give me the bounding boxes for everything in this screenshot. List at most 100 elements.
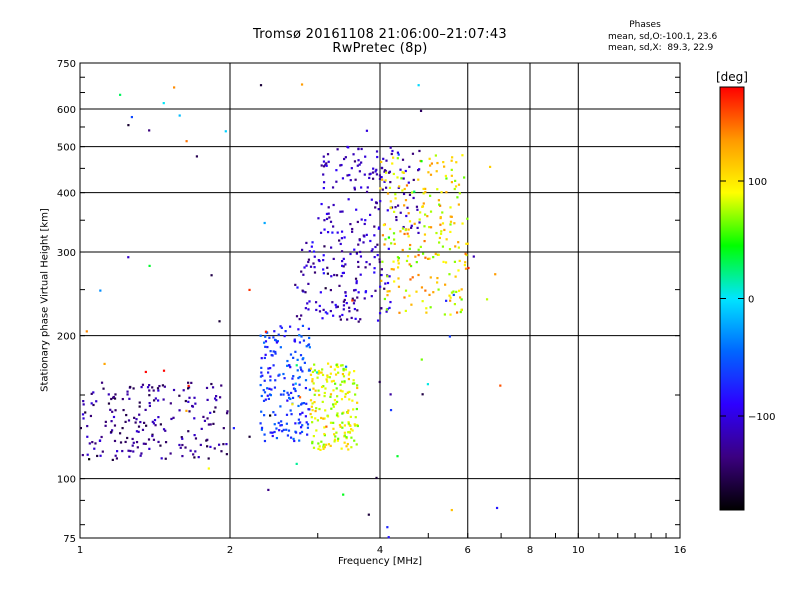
echo-point xyxy=(325,378,328,381)
echo-point xyxy=(311,402,314,405)
echo-point xyxy=(225,412,229,415)
echo-point xyxy=(317,258,320,262)
echo-point xyxy=(316,376,319,379)
echo-point xyxy=(348,398,351,401)
echo-point xyxy=(162,369,166,372)
echo-point xyxy=(424,213,427,216)
echo-point xyxy=(342,265,345,268)
echo-point xyxy=(318,371,321,374)
echo-point xyxy=(273,423,276,426)
echo-point xyxy=(327,206,330,209)
echo-point xyxy=(405,259,409,263)
echo-point xyxy=(311,370,315,374)
echo-point xyxy=(455,290,458,293)
y-tick-label: 200 xyxy=(57,332,76,343)
echo-point xyxy=(323,228,326,231)
echo-point xyxy=(261,374,264,377)
echo-point xyxy=(152,399,156,402)
echo-point xyxy=(411,191,414,194)
echo-point xyxy=(373,255,376,259)
echo-point xyxy=(162,398,165,401)
echo-point xyxy=(412,196,415,200)
echo-point xyxy=(347,146,350,149)
echo-point xyxy=(279,346,282,349)
echo-point xyxy=(248,288,251,292)
echo-point xyxy=(336,439,340,442)
echo-point xyxy=(337,437,340,440)
echo-point xyxy=(270,354,273,357)
echo-point xyxy=(430,162,434,165)
echo-point xyxy=(403,232,406,236)
echo-point xyxy=(184,446,187,449)
echo-point xyxy=(281,430,284,433)
echo-point xyxy=(139,454,142,457)
echo-point xyxy=(297,404,300,408)
echo-point xyxy=(401,248,404,252)
echo-point xyxy=(121,427,124,430)
echo-point xyxy=(290,413,293,416)
echo-point xyxy=(312,446,316,449)
echo-point xyxy=(402,225,405,229)
echo-point xyxy=(396,176,399,179)
echo-point xyxy=(363,222,366,226)
echo-point xyxy=(428,226,431,229)
echo-point xyxy=(141,383,145,386)
echo-point xyxy=(370,249,373,253)
echo-point xyxy=(307,308,310,311)
echo-point xyxy=(449,230,452,234)
echo-point xyxy=(357,265,360,268)
echo-point xyxy=(151,420,154,423)
echo-point xyxy=(352,289,356,292)
echo-point xyxy=(278,429,281,432)
echo-point xyxy=(272,364,275,367)
echo-point xyxy=(127,256,130,259)
phase-stats-o: mean, sd,O:-100.1, 23.6 xyxy=(608,32,718,42)
echo-point xyxy=(322,258,325,262)
echo-point xyxy=(408,247,411,250)
colorbar-tick-label: 0 xyxy=(748,295,754,306)
echo-point xyxy=(300,83,304,86)
echo-point xyxy=(269,350,272,353)
echo-point xyxy=(322,443,325,446)
echo-point xyxy=(397,262,400,265)
echo-point xyxy=(339,364,343,367)
echo-point xyxy=(457,289,461,292)
echo-point xyxy=(272,336,275,339)
echo-point xyxy=(347,377,351,381)
echo-point xyxy=(135,430,139,433)
echo-point xyxy=(323,394,326,398)
echo-point xyxy=(185,140,188,143)
echo-point xyxy=(148,129,151,132)
echo-point xyxy=(162,428,166,431)
echo-point xyxy=(424,289,427,292)
echo-point xyxy=(289,353,293,356)
echo-point xyxy=(305,421,308,424)
echo-point xyxy=(357,291,360,294)
echo-point xyxy=(420,160,423,163)
echo-point xyxy=(194,402,197,405)
echo-point xyxy=(353,423,356,426)
echo-point xyxy=(314,389,317,392)
echo-point xyxy=(319,291,322,294)
echo-point xyxy=(409,264,413,268)
echo-point xyxy=(114,454,117,457)
echo-point xyxy=(311,440,314,444)
echo-point xyxy=(449,206,452,209)
echo-point xyxy=(399,211,402,214)
echo-point xyxy=(324,163,327,166)
echo-point xyxy=(232,427,235,430)
echo-point xyxy=(147,438,151,441)
echo-point xyxy=(336,365,340,369)
echo-point xyxy=(285,428,288,431)
echo-point xyxy=(403,296,406,299)
echo-point xyxy=(451,156,454,159)
echo-point xyxy=(461,154,464,157)
echo-point xyxy=(419,245,422,248)
echo-point xyxy=(322,165,326,168)
echo-point xyxy=(417,248,420,251)
echo-point xyxy=(82,417,85,420)
echo-point xyxy=(429,210,433,213)
echo-point xyxy=(322,254,325,257)
echo-point xyxy=(417,254,420,257)
echo-point xyxy=(399,230,402,233)
